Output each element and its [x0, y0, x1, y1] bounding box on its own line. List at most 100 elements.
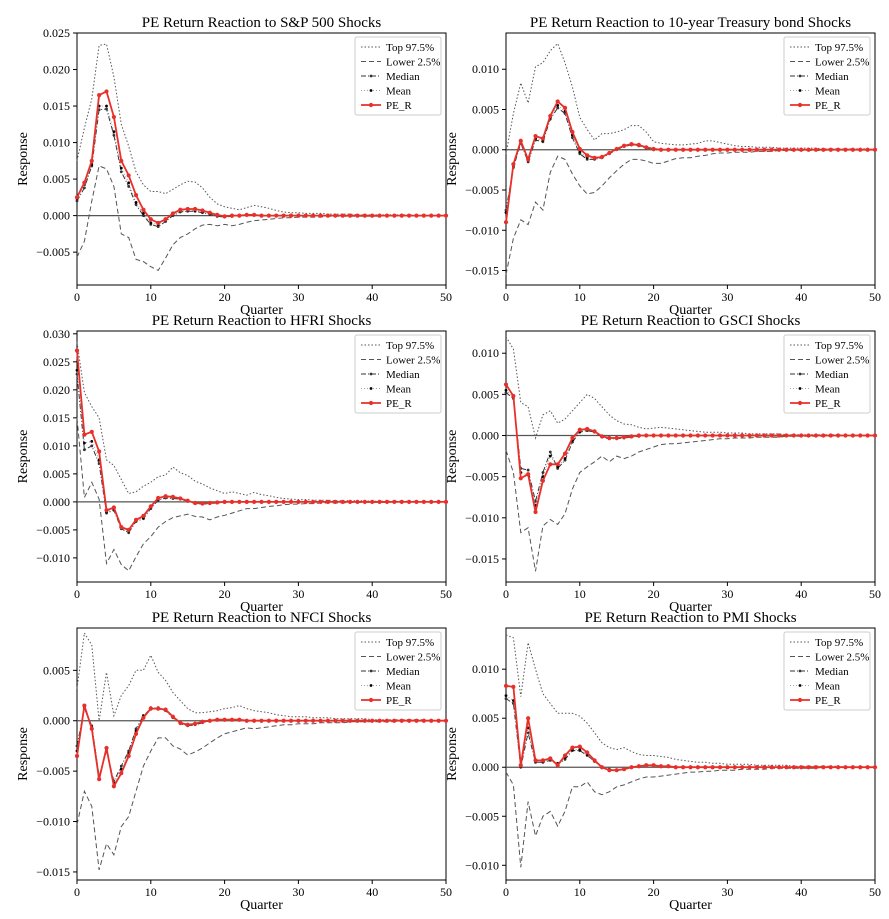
data-point-mean — [563, 457, 567, 460]
data-point-pe_r — [443, 213, 449, 218]
series-line-median — [505, 107, 875, 211]
data-point-pe_r — [384, 718, 390, 723]
data-point-pe_r — [259, 213, 264, 218]
data-point-pe_r — [311, 213, 316, 218]
x-tick-label: 40 — [795, 290, 807, 304]
data-point-pe_r — [192, 206, 198, 212]
data-point-pe_r — [163, 707, 168, 712]
legend-marker-pe_r — [368, 400, 374, 406]
data-point-pe_r — [407, 718, 412, 723]
data-point-pe_r — [222, 499, 227, 504]
legend: Top 97.5% Lower 2.5% Median Mean PE_R — [354, 36, 442, 116]
data-point-pe_r — [333, 213, 338, 218]
legend: Top 97.5% Lower 2.5% Median Mean PE_R — [783, 36, 871, 116]
legend-marker-pe_r — [797, 697, 803, 703]
data-point-pe_r — [237, 213, 242, 218]
data-point-mean — [548, 454, 552, 458]
series-line-lower — [76, 720, 446, 871]
data-point-pe_r — [252, 212, 257, 217]
y-tick-label: 0.030 — [43, 327, 70, 341]
data-point-pe_r — [629, 142, 634, 147]
data-point-pe_r — [732, 147, 737, 152]
data-point-pe_r — [695, 433, 700, 438]
data-point-mean — [578, 150, 582, 154]
data-point-pe_r — [769, 433, 774, 438]
data-point-median — [556, 106, 560, 110]
data-point-pe_r — [370, 213, 375, 218]
legend-box — [783, 334, 871, 414]
y-tick-label: −0.005 — [36, 523, 70, 537]
x-axis-label: Quarter — [240, 898, 283, 913]
data-point-pe_r — [222, 214, 227, 219]
data-point-pe_r — [170, 714, 176, 719]
data-point-pe_r — [791, 433, 796, 438]
data-point-pe_r — [244, 718, 249, 723]
legend-label-mean: Mean — [386, 681, 412, 693]
data-point-pe_r — [555, 99, 560, 104]
data-point-pe_r — [813, 147, 819, 152]
data-point-pe_r — [533, 509, 538, 515]
data-point-median — [75, 199, 79, 203]
legend-marker-median — [369, 372, 373, 376]
data-point-mean — [105, 104, 108, 108]
data-point-mean — [90, 439, 94, 443]
x-tick-label: 50 — [440, 885, 452, 899]
data-point-pe_r — [111, 505, 116, 510]
data-point-pe_r — [821, 765, 826, 770]
data-point-pe_r — [340, 499, 345, 504]
y-axis-label: Response — [445, 430, 460, 484]
data-point-pe_r — [717, 147, 723, 152]
data-point-pe_r — [229, 213, 235, 218]
data-point-pe_r — [229, 717, 235, 722]
data-point-pe_r — [688, 765, 693, 770]
legend-box — [783, 36, 871, 116]
data-point-pe_r — [126, 753, 131, 759]
data-point-pe_r — [570, 745, 575, 750]
data-point-pe_r — [695, 147, 700, 152]
data-point-pe_r — [377, 499, 382, 504]
y-tick-label: 0.000 — [43, 209, 70, 223]
legend-label-top: Top 97.5% — [815, 340, 863, 352]
data-point-pe_r — [585, 153, 590, 158]
data-point-pe_r — [710, 765, 715, 770]
data-point-pe_r — [681, 433, 686, 438]
data-point-pe_r — [399, 718, 404, 723]
data-point-pe_r — [89, 158, 94, 163]
data-point-pe_r — [503, 683, 509, 688]
data-point-pe_r — [725, 147, 730, 152]
legend-label-lower: Lower 2.5% — [386, 355, 440, 367]
data-point-pe_r — [207, 718, 212, 723]
data-point-pe_r — [119, 771, 124, 776]
data-point-pe_r — [399, 499, 404, 504]
data-point-pe_r — [651, 146, 656, 152]
data-point-pe_r — [192, 721, 198, 726]
data-point-pe_r — [370, 499, 375, 504]
y-axis-label: Response — [445, 727, 460, 781]
data-point-pe_r — [858, 433, 863, 438]
data-point-pe_r — [754, 433, 760, 438]
y-tick-label: 0.020 — [43, 63, 70, 77]
data-point-pe_r — [443, 718, 449, 723]
data-point-pe_r — [518, 138, 523, 143]
data-point-pe_r — [511, 162, 516, 167]
series-line-top — [505, 42, 876, 154]
x-tick-label: 0 — [503, 290, 509, 304]
data-point-pe_r — [836, 147, 841, 152]
x-tick-label: 10 — [574, 885, 586, 899]
data-point-pe_r — [274, 499, 279, 504]
legend-label-top: Top 97.5% — [815, 637, 863, 649]
data-point-mean — [112, 130, 116, 134]
data-point-pe_r — [318, 718, 323, 723]
legend-box — [783, 631, 871, 711]
data-point-pe_r — [762, 765, 767, 770]
data-point-pe_r — [747, 433, 752, 438]
legend-label-lower: Lower 2.5% — [815, 57, 869, 69]
data-point-pe_r — [518, 476, 523, 481]
data-point-pe_r — [119, 524, 124, 530]
data-point-pe_r — [178, 720, 183, 725]
data-point-pe_r — [126, 173, 131, 178]
legend-marker-pe_r — [797, 400, 803, 406]
legend-label-median: Median — [386, 666, 420, 678]
data-point-pe_r — [703, 765, 708, 770]
data-point-median — [526, 731, 530, 735]
